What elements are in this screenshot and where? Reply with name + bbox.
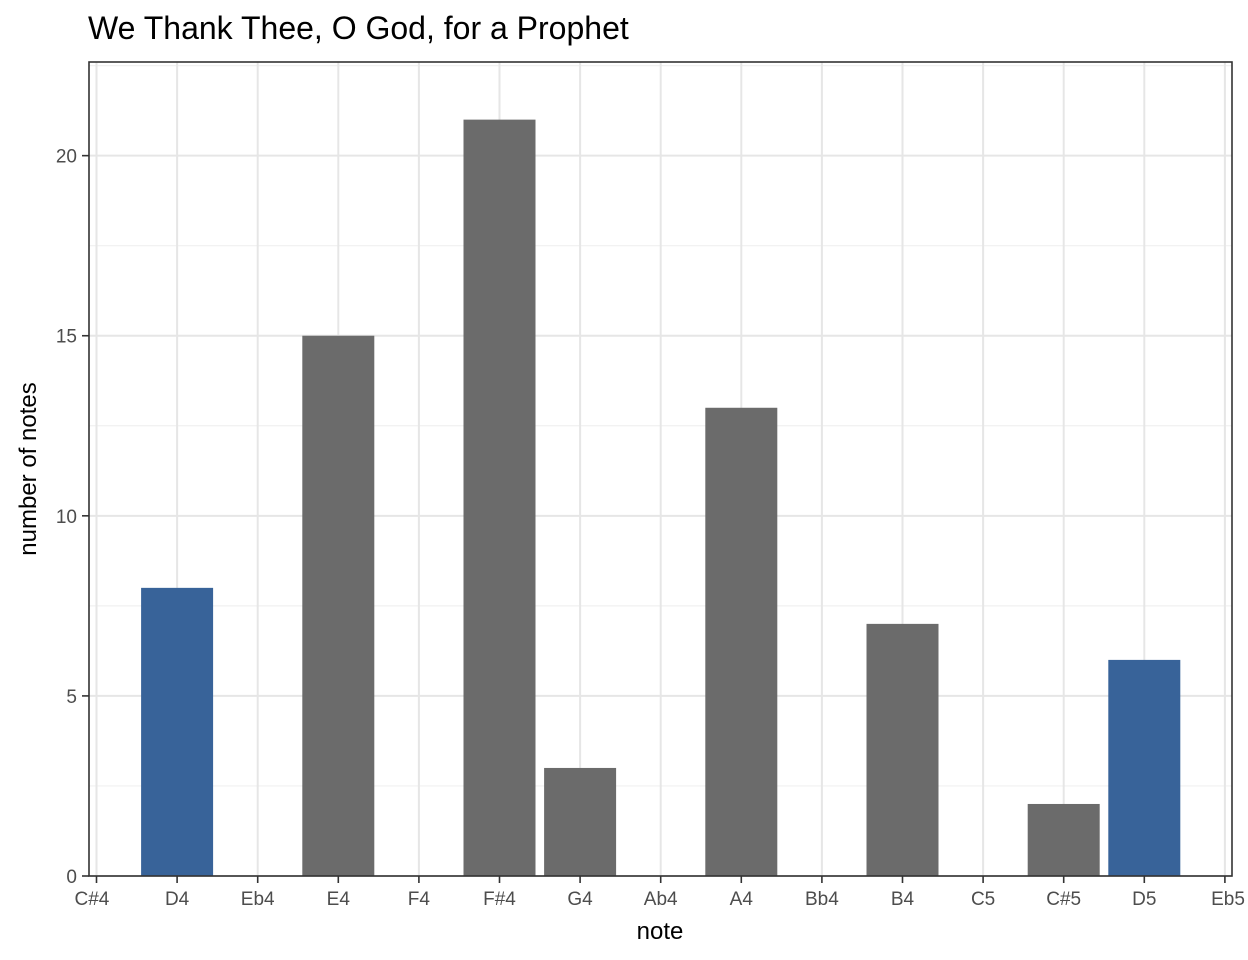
bar-D4 [141, 587, 214, 876]
x-tick-label-Eb4: Eb4 [241, 889, 275, 910]
x-tick-label-F#4: F#4 [483, 889, 516, 910]
x-axis: C#4 D4 Eb4 E4 F4 F#4 G4 Ab4 A4 Bb4 B4 C5 C#5 D5 Eb5 [75, 876, 1245, 910]
bar-E4 [302, 335, 375, 877]
bar-D5 [1108, 659, 1181, 876]
bar-C#5 [1027, 803, 1100, 876]
x-tick-label-B4: B4 [891, 889, 915, 910]
x-tick-label-Ab4: Ab4 [644, 889, 678, 910]
y-tick-label: 20 [56, 147, 77, 168]
x-tick-label-D4: D4 [165, 889, 190, 910]
major-gridlines [89, 62, 1232, 877]
y-tick-label: 0 [66, 867, 77, 888]
bar-F#4 [463, 119, 536, 877]
y-axis: 0 5 10 15 20 [56, 147, 89, 888]
x-tick-label-E4: E4 [327, 889, 351, 910]
bars [141, 119, 1181, 877]
x-tick-label-C#4: C#4 [75, 889, 110, 910]
x-axis-title: note [637, 918, 684, 945]
bar-G4 [544, 767, 617, 876]
y-tick-label: 10 [56, 507, 77, 528]
y-axis-title: number of notes [15, 382, 42, 555]
y-tick-label: 5 [66, 687, 77, 708]
chart-title: We Thank Thee, O God, for a Prophet [88, 10, 629, 46]
x-tick-label-D5: D5 [1132, 889, 1156, 910]
x-tick-label-F4: F4 [408, 889, 431, 910]
y-tick-label: 15 [56, 327, 77, 348]
bar-A4 [705, 407, 778, 876]
x-tick-label-C5: C5 [971, 889, 995, 910]
x-tick-label-A4: A4 [730, 889, 754, 910]
x-tick-label-Bb4: Bb4 [805, 889, 839, 910]
x-tick-label-C#5: C#5 [1046, 889, 1081, 910]
x-tick-label-Eb5: Eb5 [1211, 889, 1245, 910]
x-tick-label-G4: G4 [567, 889, 593, 910]
bar-B4 [866, 623, 939, 876]
